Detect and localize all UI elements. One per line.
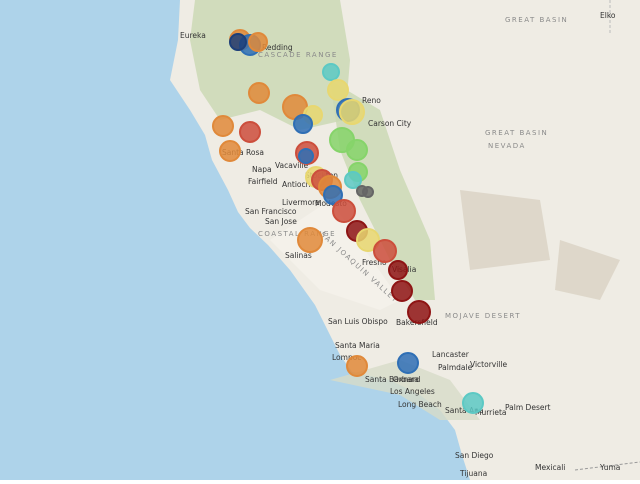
station-marker[interactable] <box>229 33 247 51</box>
station-marker[interactable] <box>322 63 340 81</box>
place-label: Oxnard <box>393 375 421 384</box>
station-marker[interactable] <box>339 99 365 125</box>
restricted-area <box>460 190 620 300</box>
place-label: San Jose <box>265 217 297 226</box>
place-label: Palm Desert <box>505 403 551 412</box>
station-marker[interactable] <box>248 32 268 52</box>
place-label: Mexicali <box>535 463 565 472</box>
place-label: San Diego <box>455 451 494 460</box>
place-label: Livermore <box>282 198 320 207</box>
station-marker[interactable] <box>356 228 380 252</box>
station-marker[interactable] <box>212 115 234 137</box>
station-marker[interactable] <box>362 186 374 198</box>
place-label: Tijuana <box>459 469 487 478</box>
station-marker[interactable] <box>373 239 397 263</box>
place-label: San Luis Obispo <box>328 317 388 326</box>
station-marker[interactable] <box>462 392 484 414</box>
station-marker[interactable] <box>346 355 368 377</box>
place-label: Vacaville <box>275 161 309 170</box>
station-marker[interactable] <box>397 352 419 374</box>
region-label: CASCADE RANGE <box>258 51 338 59</box>
place-label: Santa Maria <box>335 341 380 350</box>
place-label: Salinas <box>285 251 312 260</box>
place-label: Long Beach <box>398 400 442 409</box>
place-label: Redding <box>262 43 293 52</box>
place-label: Reno <box>362 96 381 105</box>
place-label: Santa Ana <box>445 406 484 415</box>
place-label: Palmdale <box>438 363 473 372</box>
place-label: Fresno <box>362 258 387 267</box>
place-label: Yuma <box>599 463 620 472</box>
station-marker[interactable] <box>391 280 413 302</box>
station-marker[interactable] <box>248 82 270 104</box>
forest <box>190 0 350 130</box>
region-label: GREAT BASIN <box>505 16 568 24</box>
place-label: Eureka <box>180 31 206 40</box>
place-label: Napa <box>252 165 272 174</box>
station-marker[interactable] <box>388 260 408 280</box>
region-label: MOJAVE DESERT <box>445 312 521 320</box>
station-marker[interactable] <box>332 199 356 223</box>
station-marker[interactable] <box>323 185 343 205</box>
region-label: GREAT BASIN <box>485 129 548 137</box>
place-label: San Francisco <box>245 207 297 216</box>
mountains <box>330 360 480 420</box>
valley <box>270 200 400 310</box>
place-label: Murrieta <box>475 408 507 417</box>
border <box>574 461 640 471</box>
station-marker[interactable] <box>298 148 314 164</box>
station-marker[interactable] <box>407 300 431 324</box>
place-label: Santa Rosa <box>222 148 264 157</box>
station-marker[interactable] <box>327 79 349 101</box>
place-label: Antioch <box>282 180 311 189</box>
place-label: Lancaster <box>432 350 470 359</box>
place-label: Santa Barbara <box>365 375 419 384</box>
place-label: Lompoc <box>332 353 361 362</box>
station-marker[interactable] <box>297 227 323 253</box>
place-label: Fairfield <box>248 177 278 186</box>
place-label: Victorville <box>470 360 507 369</box>
region-label: NEVADA <box>488 142 526 150</box>
station-marker[interactable] <box>219 140 241 162</box>
station-marker[interactable] <box>239 121 261 143</box>
station-marker[interactable] <box>293 114 313 134</box>
region-label: COASTAL RANGE <box>258 230 336 238</box>
place-label: Elko <box>600 11 616 20</box>
place-label: Los Angeles <box>390 387 435 396</box>
station-marker[interactable] <box>346 139 368 161</box>
place-label: Carson City <box>368 119 412 128</box>
station-marker[interactable] <box>344 171 362 189</box>
forest <box>330 80 435 300</box>
